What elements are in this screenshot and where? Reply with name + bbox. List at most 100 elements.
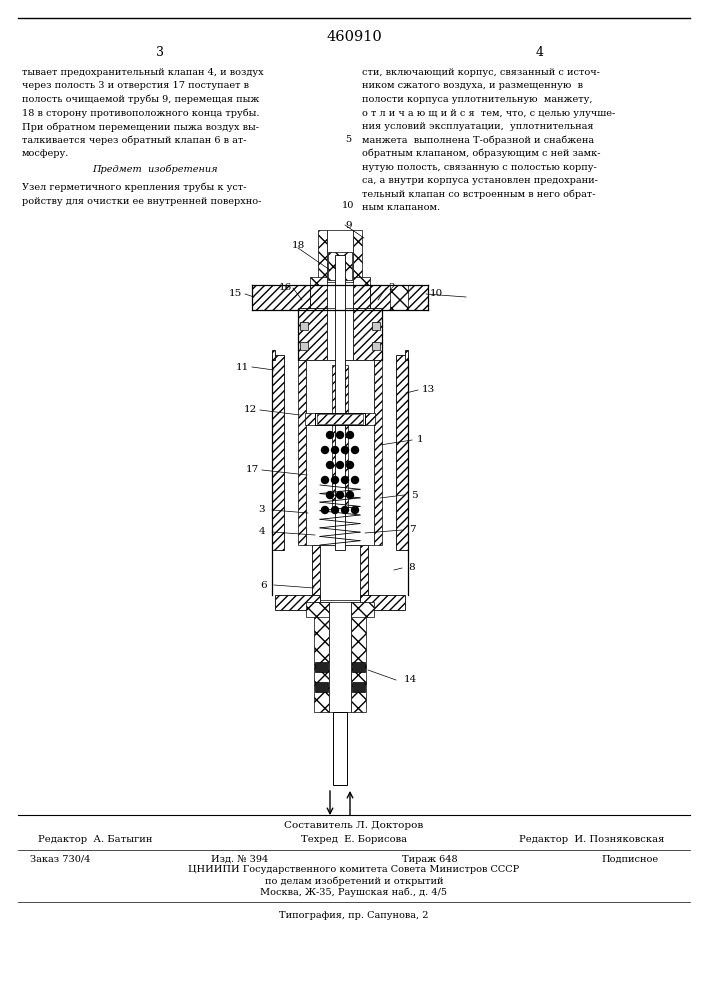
Text: Предмет  изобретения: Предмет изобретения — [92, 165, 218, 174]
Text: тельный клапан со встроенным в него обрат-: тельный клапан со встроенным в него обра… — [362, 190, 595, 199]
Circle shape — [327, 491, 334, 498]
Circle shape — [322, 446, 329, 454]
Circle shape — [351, 446, 358, 454]
Text: о т л и ч а ю щ и й с я  тем, что, с целью улучше-: о т л и ч а ю щ и й с я тем, что, с цель… — [362, 108, 615, 117]
Text: 3: 3 — [259, 506, 265, 514]
Bar — [306, 360, 374, 545]
Text: 3: 3 — [156, 46, 164, 60]
Circle shape — [346, 462, 354, 468]
Bar — [353, 285, 370, 310]
Text: Техред  Е. Борисова: Техред Е. Борисова — [301, 836, 407, 844]
Text: 1: 1 — [416, 436, 423, 444]
Text: 18 в сторону противоположного конца трубы.: 18 в сторону противоположного конца труб… — [22, 108, 259, 118]
Text: При обратном перемещении пыжа воздух вы-: При обратном перемещении пыжа воздух вы- — [22, 122, 259, 131]
Circle shape — [351, 477, 358, 484]
Text: 7: 7 — [409, 526, 415, 534]
Bar — [252, 285, 310, 310]
Bar — [374, 360, 382, 545]
Bar — [300, 342, 308, 350]
Bar — [348, 413, 375, 425]
Text: Узел герметичного крепления трубы к уст-: Узел герметичного крепления трубы к уст- — [22, 183, 247, 192]
Text: ния условий эксплуатации,  уплотнительная: ния условий эксплуатации, уплотнительная — [362, 122, 593, 131]
Bar — [275, 595, 320, 610]
Bar — [360, 595, 405, 610]
Circle shape — [341, 446, 349, 454]
Text: 11: 11 — [235, 362, 249, 371]
Bar — [352, 662, 365, 672]
Circle shape — [351, 506, 358, 514]
Text: 9: 9 — [345, 221, 351, 230]
Circle shape — [332, 477, 339, 484]
Text: нутую полость, связанную с полостью корпу-: нутую полость, связанную с полостью корп… — [362, 162, 597, 172]
Bar — [333, 712, 347, 785]
Bar — [372, 342, 380, 350]
Bar — [370, 285, 428, 310]
Bar — [310, 277, 327, 292]
Text: 2: 2 — [389, 284, 395, 292]
Bar — [351, 602, 366, 712]
Text: сти, включающий корпус, связанный с источ-: сти, включающий корпус, связанный с исто… — [362, 68, 600, 77]
Bar — [335, 255, 345, 550]
Bar — [353, 277, 370, 292]
Bar — [332, 365, 348, 510]
Text: Редактор  И. Позняковская: Редактор И. Позняковская — [520, 836, 665, 844]
Text: ЦНИИПИ Государственного комитета Совета Министров СССР: ЦНИИПИ Государственного комитета Совета … — [188, 865, 520, 874]
Text: обратным клапаном, образующим с ней замк-: обратным клапаном, образующим с ней замк… — [362, 149, 600, 158]
Text: 460910: 460910 — [326, 30, 382, 44]
Bar — [405, 350, 408, 360]
Circle shape — [327, 462, 334, 468]
Bar — [360, 545, 368, 600]
Bar — [310, 285, 327, 310]
Bar — [315, 682, 328, 692]
Circle shape — [322, 506, 329, 514]
Bar — [318, 230, 327, 282]
Text: Типография, пр. Сапунова, 2: Типография, пр. Сапунова, 2 — [279, 910, 428, 920]
Text: полость очищаемой трубы 9, перемещая пыж: полость очищаемой трубы 9, перемещая пыж — [22, 95, 259, 104]
Circle shape — [337, 462, 344, 468]
Text: 15: 15 — [228, 290, 242, 298]
Bar — [317, 414, 363, 424]
Text: ником сжатого воздуха, и размещенную  в: ником сжатого воздуха, и размещенную в — [362, 82, 583, 91]
Text: Составитель Л. Докторов: Составитель Л. Докторов — [284, 820, 423, 830]
Text: по делам изобретений и открытий: по делам изобретений и открытий — [264, 876, 443, 886]
Text: 5: 5 — [411, 490, 417, 499]
Text: манжета  выполнена Т-образной и снабжена: манжета выполнена Т-образной и снабжена — [362, 135, 594, 145]
Text: ным клапаном.: ным клапаном. — [362, 203, 440, 212]
Text: 10: 10 — [341, 200, 354, 210]
Bar — [352, 682, 365, 692]
Bar — [298, 360, 306, 545]
Circle shape — [337, 491, 344, 498]
Text: полости корпуса уплотнительную  манжету,: полости корпуса уплотнительную манжету, — [362, 95, 592, 104]
Text: 17: 17 — [245, 466, 259, 475]
Text: тывает предохранительный клапан 4, и воздух: тывает предохранительный клапан 4, и воз… — [22, 68, 264, 77]
Text: талкивается через обратный клапан 6 в ат-: талкивается через обратный клапан 6 в ат… — [22, 135, 247, 145]
Circle shape — [327, 432, 334, 438]
Circle shape — [341, 477, 349, 484]
Bar — [328, 252, 352, 280]
Text: 14: 14 — [404, 676, 416, 684]
Text: через полость 3 и отверстия 17 поступает в: через полость 3 и отверстия 17 поступает… — [22, 82, 249, 91]
Bar — [298, 308, 327, 360]
Text: Редактор  А. Батыгин: Редактор А. Батыгин — [37, 836, 152, 844]
Bar — [272, 350, 275, 360]
Text: са, а внутри корпуса установлен предохрани-: са, а внутри корпуса установлен предохра… — [362, 176, 598, 185]
Bar — [396, 355, 408, 550]
Bar — [327, 285, 353, 310]
Text: 4: 4 — [536, 46, 544, 60]
Bar — [329, 602, 351, 712]
Bar — [353, 308, 382, 360]
Text: Подписное: Подписное — [602, 854, 658, 863]
Bar — [272, 355, 284, 550]
Circle shape — [346, 432, 354, 438]
Text: мосферу.: мосферу. — [22, 149, 69, 158]
Circle shape — [332, 506, 339, 514]
Circle shape — [322, 477, 329, 484]
Bar — [300, 322, 308, 330]
Bar — [315, 413, 365, 425]
Bar — [306, 602, 329, 617]
Bar — [351, 602, 374, 617]
Text: Изд. № 394: Изд. № 394 — [211, 854, 269, 863]
Text: 5: 5 — [345, 135, 351, 144]
Text: 12: 12 — [243, 406, 257, 414]
Bar — [327, 308, 353, 360]
